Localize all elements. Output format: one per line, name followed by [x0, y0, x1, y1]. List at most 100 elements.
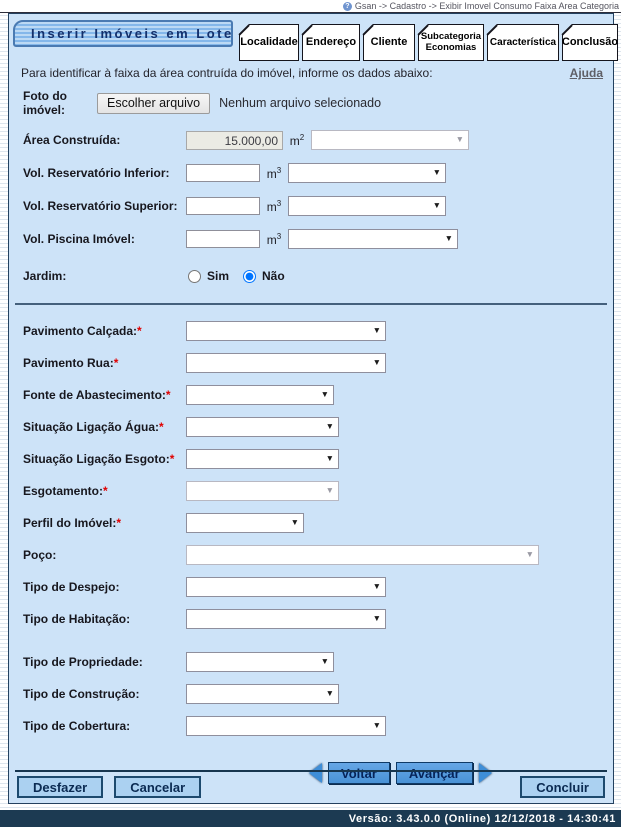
header-row: Inserir Imóveis em Lote Localidade Ender…	[9, 14, 618, 61]
chevron-down-icon: ▼	[290, 517, 299, 527]
chevron-down-icon: ▼	[325, 485, 334, 495]
vol-inferior-input[interactable]	[186, 164, 260, 182]
area-construida-row: Área Construída: 15.000,00 m2 ▼	[9, 130, 613, 150]
field-label: Tipo de Cobertura:	[23, 719, 131, 733]
tipo-propriedade-select[interactable]: ▼	[186, 652, 334, 672]
help-icon[interactable]: ?	[342, 1, 352, 11]
field-label: Tipo de Construção:	[23, 687, 140, 701]
field-label: Fonte de Abastecimento:*	[23, 388, 171, 402]
perfil-imovel-select[interactable]: ▼	[186, 513, 304, 533]
chevron-down-icon: ▼	[372, 325, 381, 335]
tipo-habitacao-row: Tipo de Habitação: ▼	[9, 609, 613, 629]
section-divider	[15, 303, 607, 305]
jardim-row: Jardim: Sim Não	[9, 269, 613, 283]
area-construida-label: Área Construída:	[23, 133, 121, 147]
situacao-ligacao-agua-row: Situação Ligação Água:* ▼	[9, 417, 613, 437]
field-label: Tipo de Habitação:	[23, 612, 131, 626]
concluir-button[interactable]: Concluir	[520, 776, 605, 798]
forward-arrow-icon[interactable]	[478, 763, 492, 783]
jardim-sim-radio[interactable]	[188, 269, 201, 283]
esgotamento-row: Esgotamento:* ▼	[9, 481, 613, 501]
chevron-down-icon: ▼	[444, 233, 453, 243]
field-label: Esgotamento:*	[23, 484, 108, 498]
situacao-ligacao-agua-select[interactable]: ▼	[186, 417, 339, 437]
vol-superior-unit: m3	[266, 198, 282, 214]
jardim-nao-radio[interactable]	[243, 269, 257, 283]
desfazer-button[interactable]: Desfazer	[17, 776, 104, 798]
fonte-abastecimento-row: Fonte de Abastecimento:* ▼	[9, 385, 613, 405]
area-construida-input: 15.000,00	[186, 130, 283, 150]
chevron-down-icon: ▼	[432, 200, 441, 210]
tipo-cobertura-select[interactable]: ▼	[186, 716, 386, 736]
vol-superior-input[interactable]	[186, 197, 260, 215]
tipo-despejo-row: Tipo de Despejo: ▼	[9, 577, 613, 597]
vol-superior-faixa-select[interactable]: ▼	[288, 196, 446, 216]
tipo-propriedade-row: Tipo de Propriedade: ▼	[9, 652, 613, 672]
chevron-down-icon: ▼	[372, 581, 381, 591]
tab-subcategoria-economias[interactable]: Subcategoria Economias	[418, 24, 484, 61]
situacao-ligacao-esgoto-select[interactable]: ▼	[186, 449, 339, 469]
chevron-down-icon: ▼	[372, 613, 381, 623]
avancar-button[interactable]: Avançar	[395, 762, 473, 784]
tab-conclusao[interactable]: Conclusão	[562, 24, 618, 61]
area-unit: m2	[289, 132, 305, 148]
jardim-nao-label[interactable]: Não	[262, 269, 285, 283]
esgotamento-select: ▼	[186, 481, 339, 501]
chevron-down-icon: ▼	[320, 389, 329, 399]
field-label: Perfil do Imóvel:*	[23, 516, 122, 530]
tab-endereco[interactable]: Endereço	[302, 24, 360, 61]
chevron-down-icon: ▼	[372, 357, 381, 367]
help-link[interactable]: Ajuda	[569, 66, 603, 80]
page-title: Inserir Imóveis em Lote	[13, 20, 233, 47]
tab-caracteristica[interactable]: Característica	[487, 24, 559, 61]
jardim-label: Jardim:	[23, 269, 67, 283]
vol-inferior-unit: m3	[266, 165, 282, 181]
fonte-abastecimento-select[interactable]: ▼	[186, 385, 334, 405]
tab-cliente[interactable]: Cliente	[363, 24, 415, 61]
field-label: Tipo de Propriedade:	[23, 655, 143, 669]
field-label: Pavimento Rua:*	[23, 356, 119, 370]
poco-row: Poço: ▼	[9, 545, 613, 565]
field-label: Situação Ligação Esgoto:*	[23, 452, 175, 466]
vol-inferior-label: Vol. Reservatório Inferior:	[23, 166, 170, 180]
photo-row: Foto do imóvel: Escolher arquivo Nenhum …	[9, 89, 613, 117]
intro-row: Para identificar à faixa da área contruí…	[9, 61, 613, 80]
vol-piscina-faixa-select[interactable]: ▼	[288, 229, 458, 249]
tipo-despejo-select[interactable]: ▼	[186, 577, 386, 597]
file-status-text: Nenhum arquivo selecionado	[219, 96, 382, 110]
wizard-nav: Voltar Avançar	[9, 762, 613, 784]
breadcrumb: ? Gsan -> Cadastro -> Exibir Imovel Cons…	[0, 0, 621, 13]
intro-text: Para identificar à faixa da área contruí…	[21, 66, 433, 80]
vol-inferior-faixa-select[interactable]: ▼	[288, 163, 446, 183]
choose-file-button[interactable]: Escolher arquivo	[97, 92, 211, 114]
area-faixa-select: ▼	[311, 130, 469, 150]
pavimento-calcada-select[interactable]: ▼	[186, 321, 386, 341]
pavimento-rua-select[interactable]: ▼	[186, 353, 386, 373]
vol-piscina-input[interactable]	[186, 230, 260, 248]
main-panel: Inserir Imóveis em Lote Localidade Ender…	[8, 13, 618, 804]
vol-reservatorio-inferior-row: Vol. Reservatório Inferior: m3 ▼	[9, 163, 613, 183]
chevron-down-icon: ▼	[320, 656, 329, 666]
field-label: Situação Ligação Água:*	[23, 420, 164, 434]
version-text: Versão: 3.43.0.0 (Online) 12/12/2018 - 1…	[348, 812, 616, 825]
jardim-radio-group: Sim Não	[186, 269, 295, 283]
tab-strip: Localidade Endereço Cliente Subcategoria…	[236, 24, 618, 61]
tipo-cobertura-row: Tipo de Cobertura: ▼	[9, 716, 613, 736]
chevron-down-icon: ▼	[325, 688, 334, 698]
tab-localidade[interactable]: Localidade	[239, 24, 299, 61]
perfil-imovel-row: Perfil do Imóvel:* ▼	[9, 513, 613, 533]
cancelar-button[interactable]: Cancelar	[114, 776, 202, 798]
vol-piscina-row: Vol. Piscina Imóvel: m3 ▼	[9, 229, 613, 249]
photo-label: Foto do imóvel:	[23, 89, 67, 117]
action-bar: Desfazer Cancelar Concluir	[17, 776, 605, 798]
breadcrumb-text: Gsan -> Cadastro -> Exibir Imovel Consum…	[354, 1, 619, 11]
voltar-button[interactable]: Voltar	[328, 762, 390, 784]
back-arrow-icon[interactable]	[309, 763, 322, 783]
jardim-sim-label[interactable]: Sim	[207, 269, 230, 283]
field-label: Poço:	[23, 548, 57, 562]
tipo-construcao-select[interactable]: ▼	[186, 684, 339, 704]
chevron-down-icon: ▼	[525, 549, 534, 559]
vol-piscina-unit: m3	[266, 231, 282, 247]
tipo-habitacao-select[interactable]: ▼	[186, 609, 386, 629]
